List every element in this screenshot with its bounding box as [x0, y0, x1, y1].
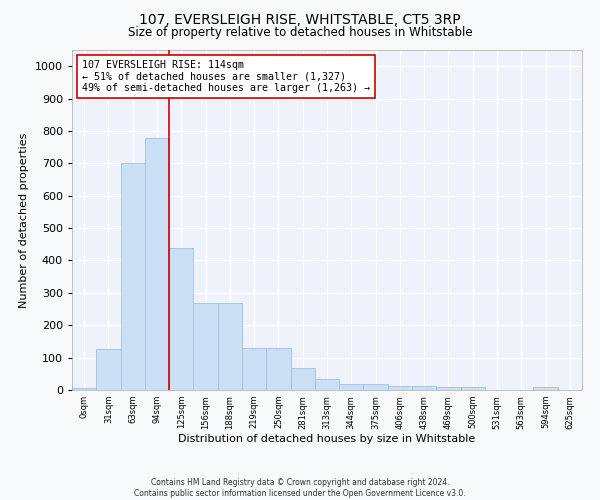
Bar: [412, 386, 436, 390]
X-axis label: Distribution of detached houses by size in Whitstable: Distribution of detached houses by size …: [178, 434, 476, 444]
Bar: [533, 388, 558, 390]
Bar: [193, 302, 218, 390]
Bar: [315, 378, 339, 390]
Bar: [461, 387, 485, 390]
Bar: [290, 368, 315, 390]
Text: 107, EVERSLEIGH RISE, WHITSTABLE, CT5 3RP: 107, EVERSLEIGH RISE, WHITSTABLE, CT5 3R…: [139, 12, 461, 26]
Bar: [169, 248, 193, 390]
Bar: [388, 386, 412, 390]
Bar: [436, 387, 461, 390]
Text: Size of property relative to detached houses in Whitstable: Size of property relative to detached ho…: [128, 26, 472, 39]
Text: Contains HM Land Registry data © Crown copyright and database right 2024.
Contai: Contains HM Land Registry data © Crown c…: [134, 478, 466, 498]
Bar: [96, 348, 121, 390]
Bar: [121, 164, 145, 390]
Bar: [242, 348, 266, 390]
Text: 107 EVERSLEIGH RISE: 114sqm
← 51% of detached houses are smaller (1,327)
49% of : 107 EVERSLEIGH RISE: 114sqm ← 51% of det…: [82, 60, 370, 94]
Bar: [72, 388, 96, 390]
Bar: [339, 384, 364, 390]
Bar: [266, 348, 290, 390]
Bar: [364, 384, 388, 390]
Bar: [145, 138, 169, 390]
Bar: [218, 302, 242, 390]
Y-axis label: Number of detached properties: Number of detached properties: [19, 132, 29, 308]
